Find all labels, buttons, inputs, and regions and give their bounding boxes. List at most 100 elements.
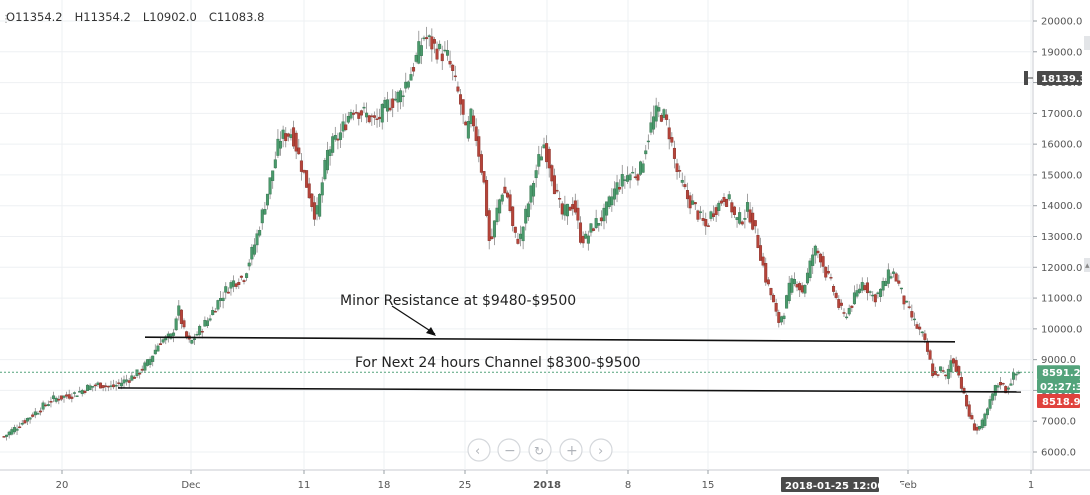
candle (250, 244, 254, 266)
candle-body (23, 420, 27, 424)
candle-body (547, 148, 551, 169)
zoom-in-button[interactable]: + (559, 438, 583, 462)
candle (425, 26, 429, 49)
candle (876, 291, 880, 299)
candle (519, 225, 523, 247)
candle (279, 131, 283, 156)
candle-body (970, 415, 974, 420)
candle (127, 377, 131, 389)
scale-scroll-markers[interactable]: ▴ (1084, 36, 1090, 272)
candle (503, 177, 507, 194)
zoom-back-button[interactable]: ‹ (467, 438, 491, 462)
candle (357, 111, 361, 126)
candle (216, 299, 220, 312)
candle (805, 268, 809, 285)
candle (477, 129, 481, 163)
channel-support-line[interactable] (117, 387, 1022, 393)
candle (54, 396, 58, 404)
channel-annotation[interactable]: For Next 24 hours Channel $8300-$9500 (355, 355, 641, 371)
candle-body (172, 332, 176, 336)
candle-body (365, 112, 369, 118)
candle (581, 231, 585, 248)
candle (719, 199, 723, 206)
candle (521, 226, 525, 250)
candle-body (620, 174, 624, 187)
x-tick-label: Feb (899, 480, 917, 491)
candle-body (138, 372, 142, 375)
ohlc-open-label: O (6, 10, 16, 24)
chart-menu-icon[interactable]: ⋮ (1, 14, 11, 25)
candle-body (443, 49, 447, 52)
candle-body (941, 370, 945, 372)
zoom-controls[interactable]: ‹ − ↻ + › (467, 438, 613, 462)
candle (766, 277, 770, 287)
candle-body (495, 207, 499, 223)
candle-body (404, 81, 408, 89)
candle-body (438, 43, 442, 49)
y-tick-label: 12000.0 (1041, 263, 1082, 274)
candle-body (96, 382, 100, 385)
candle-body (453, 75, 457, 78)
candle-body (631, 171, 635, 174)
candle-body (179, 309, 183, 324)
candle (182, 318, 186, 330)
candle (928, 349, 932, 360)
candle-body (524, 208, 528, 224)
crosshair-time-tag: 2018-01-25 12:00:00 (781, 477, 902, 492)
candle (709, 210, 713, 222)
candle-body (967, 404, 971, 417)
candle-body (331, 136, 335, 153)
candle (255, 229, 259, 253)
candle (263, 201, 267, 215)
candle-body (850, 305, 854, 308)
candle-body (816, 250, 820, 254)
resistance-annotation[interactable]: Minor Resistance at $9480-$9500 (340, 293, 576, 309)
candle-body (258, 230, 262, 236)
candle (659, 113, 663, 123)
candle (615, 174, 619, 203)
candle (341, 114, 345, 138)
candle (367, 114, 371, 124)
candle-body (143, 362, 147, 371)
candle (879, 288, 883, 303)
candle-body (790, 278, 794, 293)
candle (753, 220, 757, 234)
candle (234, 282, 238, 290)
resistance-line[interactable] (144, 336, 956, 343)
candle (730, 199, 734, 219)
candle (865, 277, 869, 301)
candle (941, 366, 945, 374)
reset-button[interactable]: ↻ (528, 438, 552, 462)
candle (305, 170, 309, 188)
candle (451, 63, 455, 81)
candle-body (445, 50, 449, 56)
candle-body (370, 115, 374, 118)
zoom-out-button[interactable]: − (497, 438, 521, 462)
candle-body (842, 312, 846, 314)
candle (312, 195, 316, 226)
candle (320, 176, 324, 203)
candle-body (811, 254, 815, 266)
svg-text:▴: ▴ (1085, 261, 1090, 271)
candle-body (589, 223, 593, 233)
candle-body (605, 201, 609, 216)
candle (902, 295, 906, 310)
candle-body (693, 202, 697, 205)
y-tick-label: 14000.0 (1041, 201, 1082, 212)
candle (568, 206, 572, 211)
candle (156, 343, 160, 352)
candle (472, 109, 476, 132)
candle-body (430, 36, 434, 50)
candle (735, 216, 739, 228)
candle-body (526, 203, 530, 218)
candle (485, 176, 489, 218)
candle-body (492, 220, 496, 238)
zoom-forward-button[interactable]: › (589, 438, 613, 462)
candle (7, 430, 11, 439)
candle (445, 40, 449, 61)
candle-body (448, 60, 452, 65)
candle-body (477, 136, 481, 157)
resistance-arrow[interactable] (391, 305, 436, 336)
candle (952, 357, 956, 367)
